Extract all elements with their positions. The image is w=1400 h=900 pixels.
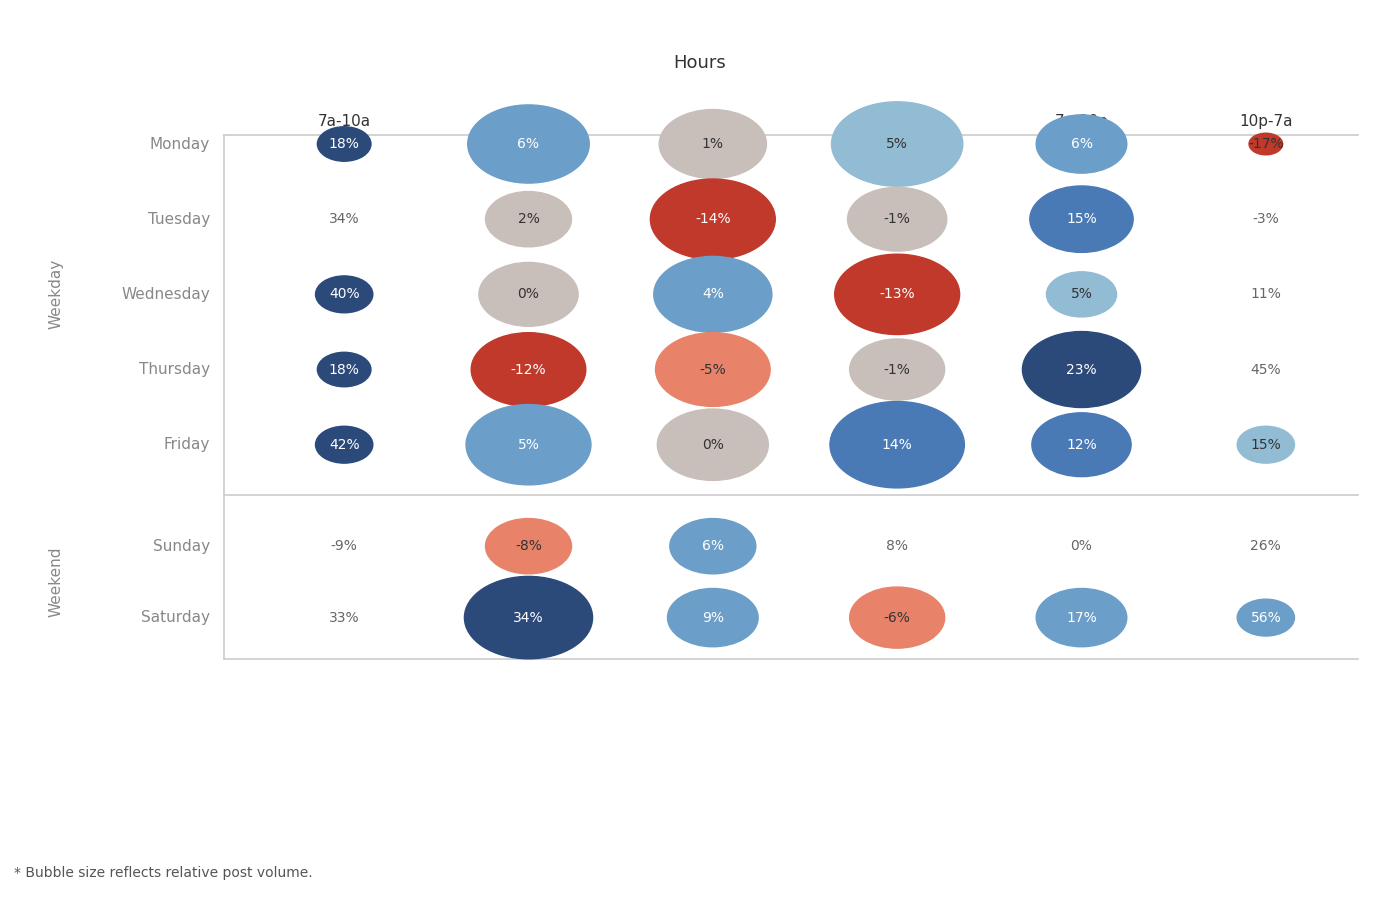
Text: -17%: -17% — [1247, 137, 1284, 151]
Circle shape — [486, 518, 571, 574]
Text: -9%: -9% — [330, 539, 357, 554]
Circle shape — [832, 102, 963, 186]
Text: 6%: 6% — [701, 539, 724, 554]
Text: -1%: -1% — [883, 212, 910, 226]
Text: 8%: 8% — [886, 539, 909, 554]
Circle shape — [315, 427, 372, 464]
Text: 9%: 9% — [701, 610, 724, 625]
Text: 23%: 23% — [1067, 363, 1096, 376]
Text: 0%: 0% — [1071, 539, 1092, 554]
Circle shape — [468, 105, 589, 183]
Text: 34%: 34% — [514, 610, 543, 625]
Text: 7p-10p: 7p-10p — [1054, 114, 1109, 129]
Circle shape — [1046, 272, 1117, 317]
Text: 10p-7a: 10p-7a — [1239, 114, 1292, 129]
Circle shape — [1036, 589, 1127, 647]
Text: 45%: 45% — [1250, 363, 1281, 376]
Circle shape — [658, 409, 769, 481]
Text: -12%: -12% — [511, 363, 546, 376]
Text: 2%: 2% — [518, 212, 539, 226]
Circle shape — [472, 333, 585, 407]
Circle shape — [850, 339, 945, 400]
Text: * Bubble size reflects relative post volume.: * Bubble size reflects relative post vol… — [14, 866, 312, 880]
Circle shape — [668, 589, 759, 647]
Text: 15%: 15% — [1067, 212, 1096, 226]
Text: Saturday: Saturday — [141, 610, 210, 626]
Text: Thursday: Thursday — [139, 362, 210, 377]
Text: 40%: 40% — [329, 287, 360, 302]
Text: 1%: 1% — [701, 137, 724, 151]
Text: 33%: 33% — [329, 610, 360, 625]
Text: Hours: Hours — [673, 54, 727, 72]
Text: -1%: -1% — [883, 363, 910, 376]
Circle shape — [655, 333, 770, 407]
Circle shape — [669, 518, 756, 574]
Text: -8%: -8% — [515, 539, 542, 554]
Circle shape — [654, 256, 771, 332]
Text: -5%: -5% — [700, 363, 727, 376]
Text: 6%: 6% — [1071, 137, 1092, 151]
Circle shape — [834, 254, 959, 335]
Text: -14%: -14% — [694, 212, 731, 226]
Text: 18%: 18% — [329, 137, 360, 151]
Circle shape — [1249, 133, 1282, 155]
Text: 6%: 6% — [518, 137, 539, 151]
Circle shape — [318, 352, 371, 387]
Text: 1p-4p: 1p-4p — [690, 114, 735, 129]
Text: 11%: 11% — [1250, 287, 1281, 302]
Circle shape — [830, 401, 965, 488]
Circle shape — [465, 576, 592, 659]
Text: 26%: 26% — [1250, 539, 1281, 554]
Text: -13%: -13% — [879, 287, 916, 302]
Text: -6%: -6% — [883, 610, 910, 625]
Text: 42%: 42% — [329, 437, 360, 452]
Text: 14%: 14% — [882, 437, 913, 452]
Text: 0%: 0% — [518, 287, 539, 302]
Circle shape — [1238, 599, 1295, 636]
Text: 0%: 0% — [701, 437, 724, 452]
Circle shape — [651, 179, 776, 259]
Text: 10a-1p: 10a-1p — [501, 114, 556, 129]
Circle shape — [850, 587, 945, 648]
Circle shape — [318, 127, 371, 161]
Circle shape — [479, 263, 578, 327]
Circle shape — [1030, 186, 1133, 252]
Circle shape — [315, 276, 372, 313]
Text: -3%: -3% — [1253, 212, 1280, 226]
Circle shape — [466, 405, 591, 485]
Circle shape — [1032, 413, 1131, 477]
Text: Weekday: Weekday — [49, 259, 63, 329]
Text: 4p-7p: 4p-7p — [875, 114, 920, 129]
Text: 18%: 18% — [329, 363, 360, 376]
Text: Friday: Friday — [164, 437, 210, 452]
Text: Monday: Monday — [150, 137, 210, 151]
Text: 7a-10a: 7a-10a — [318, 114, 371, 129]
Circle shape — [847, 187, 946, 251]
Circle shape — [1036, 115, 1127, 173]
Text: 17%: 17% — [1067, 610, 1096, 625]
Text: Sunday: Sunday — [153, 539, 210, 554]
Text: Weekend: Weekend — [49, 546, 63, 617]
Text: 4%: 4% — [701, 287, 724, 302]
Text: 12%: 12% — [1067, 437, 1096, 452]
Circle shape — [486, 192, 571, 247]
Circle shape — [1238, 427, 1295, 464]
Text: 5%: 5% — [886, 137, 909, 151]
Circle shape — [659, 110, 766, 178]
Text: Tuesday: Tuesday — [148, 212, 210, 227]
Text: 5%: 5% — [518, 437, 539, 452]
Text: 5%: 5% — [1071, 287, 1092, 302]
Text: 34%: 34% — [329, 212, 360, 226]
Text: 15%: 15% — [1250, 437, 1281, 452]
Text: 56%: 56% — [1250, 610, 1281, 625]
Circle shape — [1022, 331, 1141, 408]
Text: Wednesday: Wednesday — [122, 287, 210, 302]
